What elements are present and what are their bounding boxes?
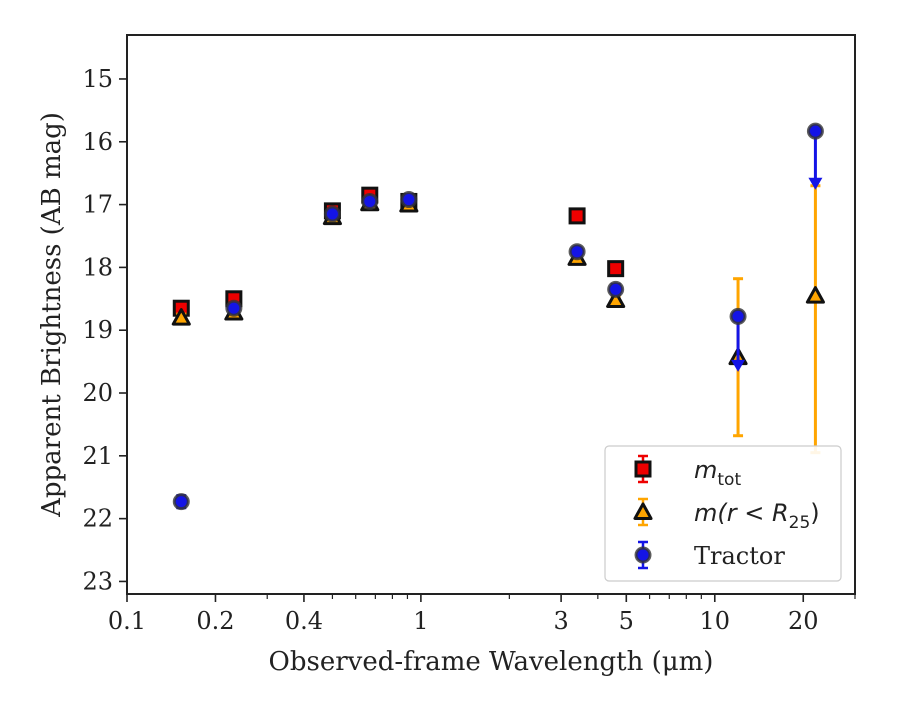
square-point <box>607 260 625 278</box>
legend-label-main: m <box>694 456 717 484</box>
circle-point <box>729 307 747 372</box>
triangle-marker <box>805 286 825 304</box>
x-tick-label: 0.1 <box>108 607 146 635</box>
legend: mtot m(r < R25) Tractor <box>604 445 842 582</box>
y-axis-title: Apparent Brightness (AB mag) <box>37 112 67 518</box>
y-tick-label: 23 <box>82 567 113 595</box>
triangle-point <box>171 308 191 326</box>
circle-marker <box>806 122 824 140</box>
legend-label: Tractor <box>694 542 785 570</box>
axis-ticks: 0.1 0.2 0.4 1 3 5 10 20 15 16 17 18 19 20 21 22 23 <box>82 65 856 635</box>
circle-point <box>607 280 625 298</box>
circle-marker <box>568 243 586 261</box>
circle-point <box>400 191 418 209</box>
legend-label-tail: ) <box>810 499 819 527</box>
axes-frame <box>126 34 856 595</box>
y-tick-label: 17 <box>82 191 113 219</box>
series-triangle <box>171 184 825 455</box>
upper-limit-arrow <box>808 177 823 190</box>
y-tick-label: 21 <box>82 442 113 470</box>
circle-marker <box>400 191 418 209</box>
circle-point <box>361 192 379 210</box>
legend-square-marker <box>634 460 652 478</box>
square-marker <box>568 207 586 225</box>
triangle-marker <box>606 290 626 308</box>
legend-label-main: Tractor <box>694 542 785 570</box>
circle-marker <box>361 192 379 210</box>
x-axis-title: Observed-frame Wavelength (μm) <box>269 647 714 677</box>
series-square <box>172 186 625 317</box>
x-tick-label: 3 <box>553 607 568 635</box>
circle-point <box>323 205 341 223</box>
square-point <box>568 207 586 225</box>
y-tick-label: 19 <box>82 316 113 344</box>
y-tick-label: 15 <box>82 65 113 93</box>
legend-label: m(r < R25) <box>694 499 820 533</box>
y-tick-label: 16 <box>82 128 113 156</box>
circle-marker <box>172 493 190 511</box>
upper-limit-arrow <box>731 359 746 372</box>
y-tick-label: 22 <box>82 505 113 533</box>
circle-marker <box>729 307 747 325</box>
circle-point <box>225 299 243 317</box>
x-tick-label: 20 <box>788 607 819 635</box>
legend-box <box>604 445 842 582</box>
legend-label-subscript: 25 <box>789 513 811 533</box>
triangle-point <box>805 184 825 455</box>
legend-entry: Tractor <box>634 540 785 570</box>
x-tick-label: 5 <box>619 607 634 635</box>
x-tick-label: 0.2 <box>196 607 234 635</box>
legend-circle-marker <box>634 546 652 564</box>
circle-point <box>172 493 190 511</box>
data-marks <box>171 122 825 511</box>
y-tick-label: 18 <box>82 253 113 281</box>
legend-label: mtot <box>694 456 741 490</box>
circle-marker <box>323 205 341 223</box>
x-tick-label: 0.4 <box>285 607 323 635</box>
legend-label-main: m(r < R <box>694 499 789 527</box>
triangle-marker <box>171 308 191 326</box>
circle-marker <box>225 299 243 317</box>
x-tick-label: 10 <box>700 607 731 635</box>
legend-entry: mtot <box>634 454 741 490</box>
circle-marker <box>607 280 625 298</box>
legend-triangle-marker <box>633 502 653 520</box>
square-marker <box>607 260 625 278</box>
circle-point <box>806 122 824 190</box>
x-tick-label: 1 <box>413 607 428 635</box>
y-tick-label: 20 <box>82 379 113 407</box>
series-circle <box>172 122 824 511</box>
circle-point <box>568 243 586 261</box>
legend-entry: m(r < R25) <box>633 497 820 533</box>
legend-label-subscript: tot <box>717 470 741 490</box>
